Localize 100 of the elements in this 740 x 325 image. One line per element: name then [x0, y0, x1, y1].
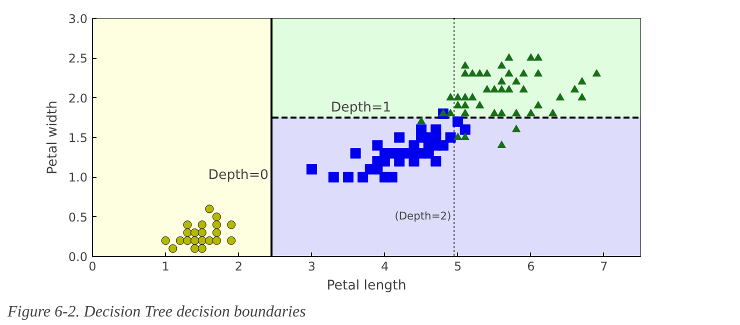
- point: [497, 85, 506, 92]
- y-tick-label: 0.5: [68, 210, 88, 224]
- point: [350, 148, 361, 159]
- point: [212, 220, 221, 230]
- point: [417, 116, 426, 124]
- point: [578, 92, 586, 100]
- point: [534, 53, 542, 61]
- point: [454, 100, 462, 108]
- point: [460, 92, 470, 100]
- point: [183, 228, 192, 237]
- caption: Figure 6-2. Decision Tree decision boundaries: [6, 304, 306, 320]
- point: [372, 140, 383, 151]
- point: [490, 108, 499, 116]
- point: [556, 92, 564, 100]
- y-tick-label: 1.5: [68, 131, 88, 145]
- point: [460, 132, 470, 140]
- point: [198, 220, 206, 230]
- point: [205, 204, 214, 214]
- point: [438, 140, 448, 151]
- point: [227, 220, 236, 230]
- point: [168, 244, 178, 253]
- annotation: Depth=0: [208, 168, 269, 184]
- point: [534, 100, 542, 108]
- point: [497, 77, 506, 85]
- point: [548, 108, 558, 116]
- point: [452, 116, 464, 127]
- point: [490, 85, 499, 92]
- x-tick-label: 1: [162, 260, 170, 274]
- point: [190, 244, 200, 253]
- point: [504, 85, 514, 92]
- point: [176, 236, 184, 245]
- y-tick-label: 2.5: [68, 52, 88, 66]
- point: [386, 172, 398, 182]
- point: [482, 69, 492, 77]
- point: [460, 108, 470, 116]
- y-tick-label: 1.0: [68, 170, 88, 185]
- y-tick-label: 3.0: [68, 12, 88, 26]
- point: [460, 124, 470, 135]
- point: [190, 228, 200, 237]
- point: [446, 108, 455, 116]
- x-axis-title: Petal length: [326, 278, 406, 294]
- point: [227, 236, 236, 245]
- point: [342, 172, 354, 182]
- point: [592, 69, 601, 77]
- point: [476, 69, 484, 77]
- point: [497, 140, 506, 148]
- point: [460, 69, 470, 77]
- y-tick-label: 2.0: [68, 91, 88, 106]
- point: [578, 77, 586, 85]
- point: [161, 236, 170, 245]
- x-tick-label: 7: [600, 260, 608, 274]
- point: [190, 236, 200, 245]
- y-axis-title: Petal width: [45, 100, 60, 174]
- point: [430, 156, 442, 167]
- point: [438, 108, 448, 116]
- point: [519, 69, 528, 77]
- x-tick-label: 0: [88, 260, 96, 274]
- annotation: (Depth=2): [394, 210, 452, 223]
- point: [512, 124, 521, 132]
- point: [394, 132, 405, 143]
- x-tick-label: 3: [308, 260, 316, 274]
- point: [468, 69, 477, 77]
- point: [205, 236, 214, 245]
- point: [460, 100, 470, 108]
- point: [504, 69, 514, 77]
- point: [454, 92, 462, 100]
- point: [512, 108, 521, 116]
- annotation: Depth=1: [330, 100, 392, 116]
- point: [212, 236, 221, 245]
- point: [183, 236, 192, 245]
- point: [497, 61, 506, 69]
- point: [454, 132, 462, 140]
- point: [212, 228, 221, 237]
- point: [512, 77, 521, 85]
- point: [526, 53, 536, 61]
- point: [446, 92, 455, 100]
- point: [534, 69, 542, 77]
- x-tick-label: 2: [234, 260, 242, 274]
- x-tick-label: 6: [527, 260, 535, 274]
- point: [497, 108, 506, 116]
- point: [198, 236, 206, 245]
- x-tick-label: 4: [380, 260, 389, 274]
- point: [476, 100, 484, 108]
- point: [504, 53, 514, 61]
- point: [183, 220, 192, 230]
- point: [519, 85, 528, 92]
- point: [482, 85, 492, 92]
- point: [328, 172, 339, 182]
- point: [212, 212, 221, 222]
- point: [198, 244, 206, 253]
- point: [570, 85, 579, 92]
- point: [526, 108, 536, 116]
- point: [358, 172, 368, 182]
- point: [460, 61, 470, 69]
- y-tick-label: 0.0: [68, 250, 88, 264]
- point: [198, 228, 206, 237]
- point: [416, 124, 427, 135]
- point: [306, 164, 317, 174]
- x-tick-label: 5: [454, 260, 462, 274]
- point: [468, 92, 477, 100]
